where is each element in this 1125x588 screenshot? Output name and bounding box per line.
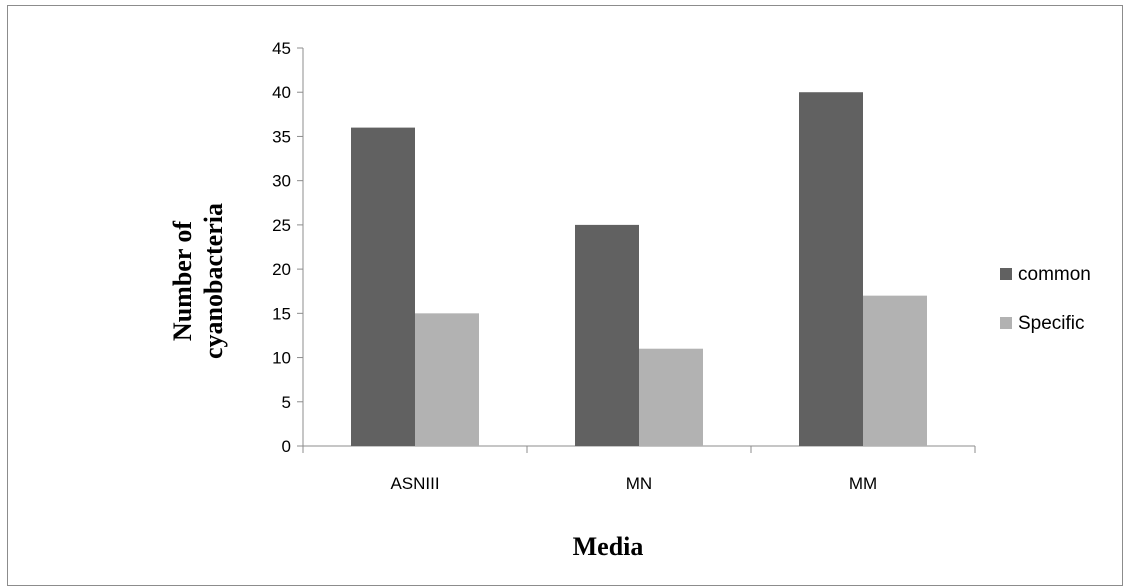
legend-label-common: common (1018, 264, 1091, 285)
y-axis-title-line-2: cyanobacteria (199, 203, 228, 359)
y-tick-label: 10 (272, 349, 291, 368)
y-tick-label: 20 (272, 260, 291, 279)
y-tick-label: 45 (272, 39, 291, 58)
bar-specific-mm (863, 295, 927, 446)
x-axis: ASNIII MN MM (302, 445, 976, 493)
x-category-label: ASNIII (390, 474, 439, 493)
legend-swatch-specific (1000, 317, 1012, 329)
bar-common-mn (575, 224, 639, 446)
legend-label-specific: Specific (1018, 313, 1085, 334)
y-tick-label: 25 (272, 216, 291, 235)
bar-specific-mn (639, 348, 703, 446)
bar-common-mm (799, 92, 863, 446)
bar-specific-asniii (415, 313, 479, 446)
y-tick-label: 30 (272, 172, 291, 191)
y-tick-label: 15 (272, 304, 291, 323)
legend: common Specific (1000, 264, 1091, 334)
legend-swatch-common (1000, 268, 1012, 280)
y-tick-label: 40 (272, 83, 291, 102)
y-axis-title-line-1: Number of (168, 221, 197, 341)
y-tick-label: 35 (272, 127, 291, 146)
bars (351, 92, 927, 446)
x-category-label: MN (626, 474, 652, 493)
y-tick-label: 0 (282, 437, 291, 456)
y-axis: 0 5 10 15 20 25 30 35 40 45 (272, 39, 304, 456)
bar-common-asniii (351, 127, 415, 446)
chart-frame (7, 5, 1123, 586)
x-category-label: MM (849, 474, 877, 493)
y-tick-label: 5 (282, 393, 291, 412)
x-axis-title: Media (573, 532, 644, 561)
